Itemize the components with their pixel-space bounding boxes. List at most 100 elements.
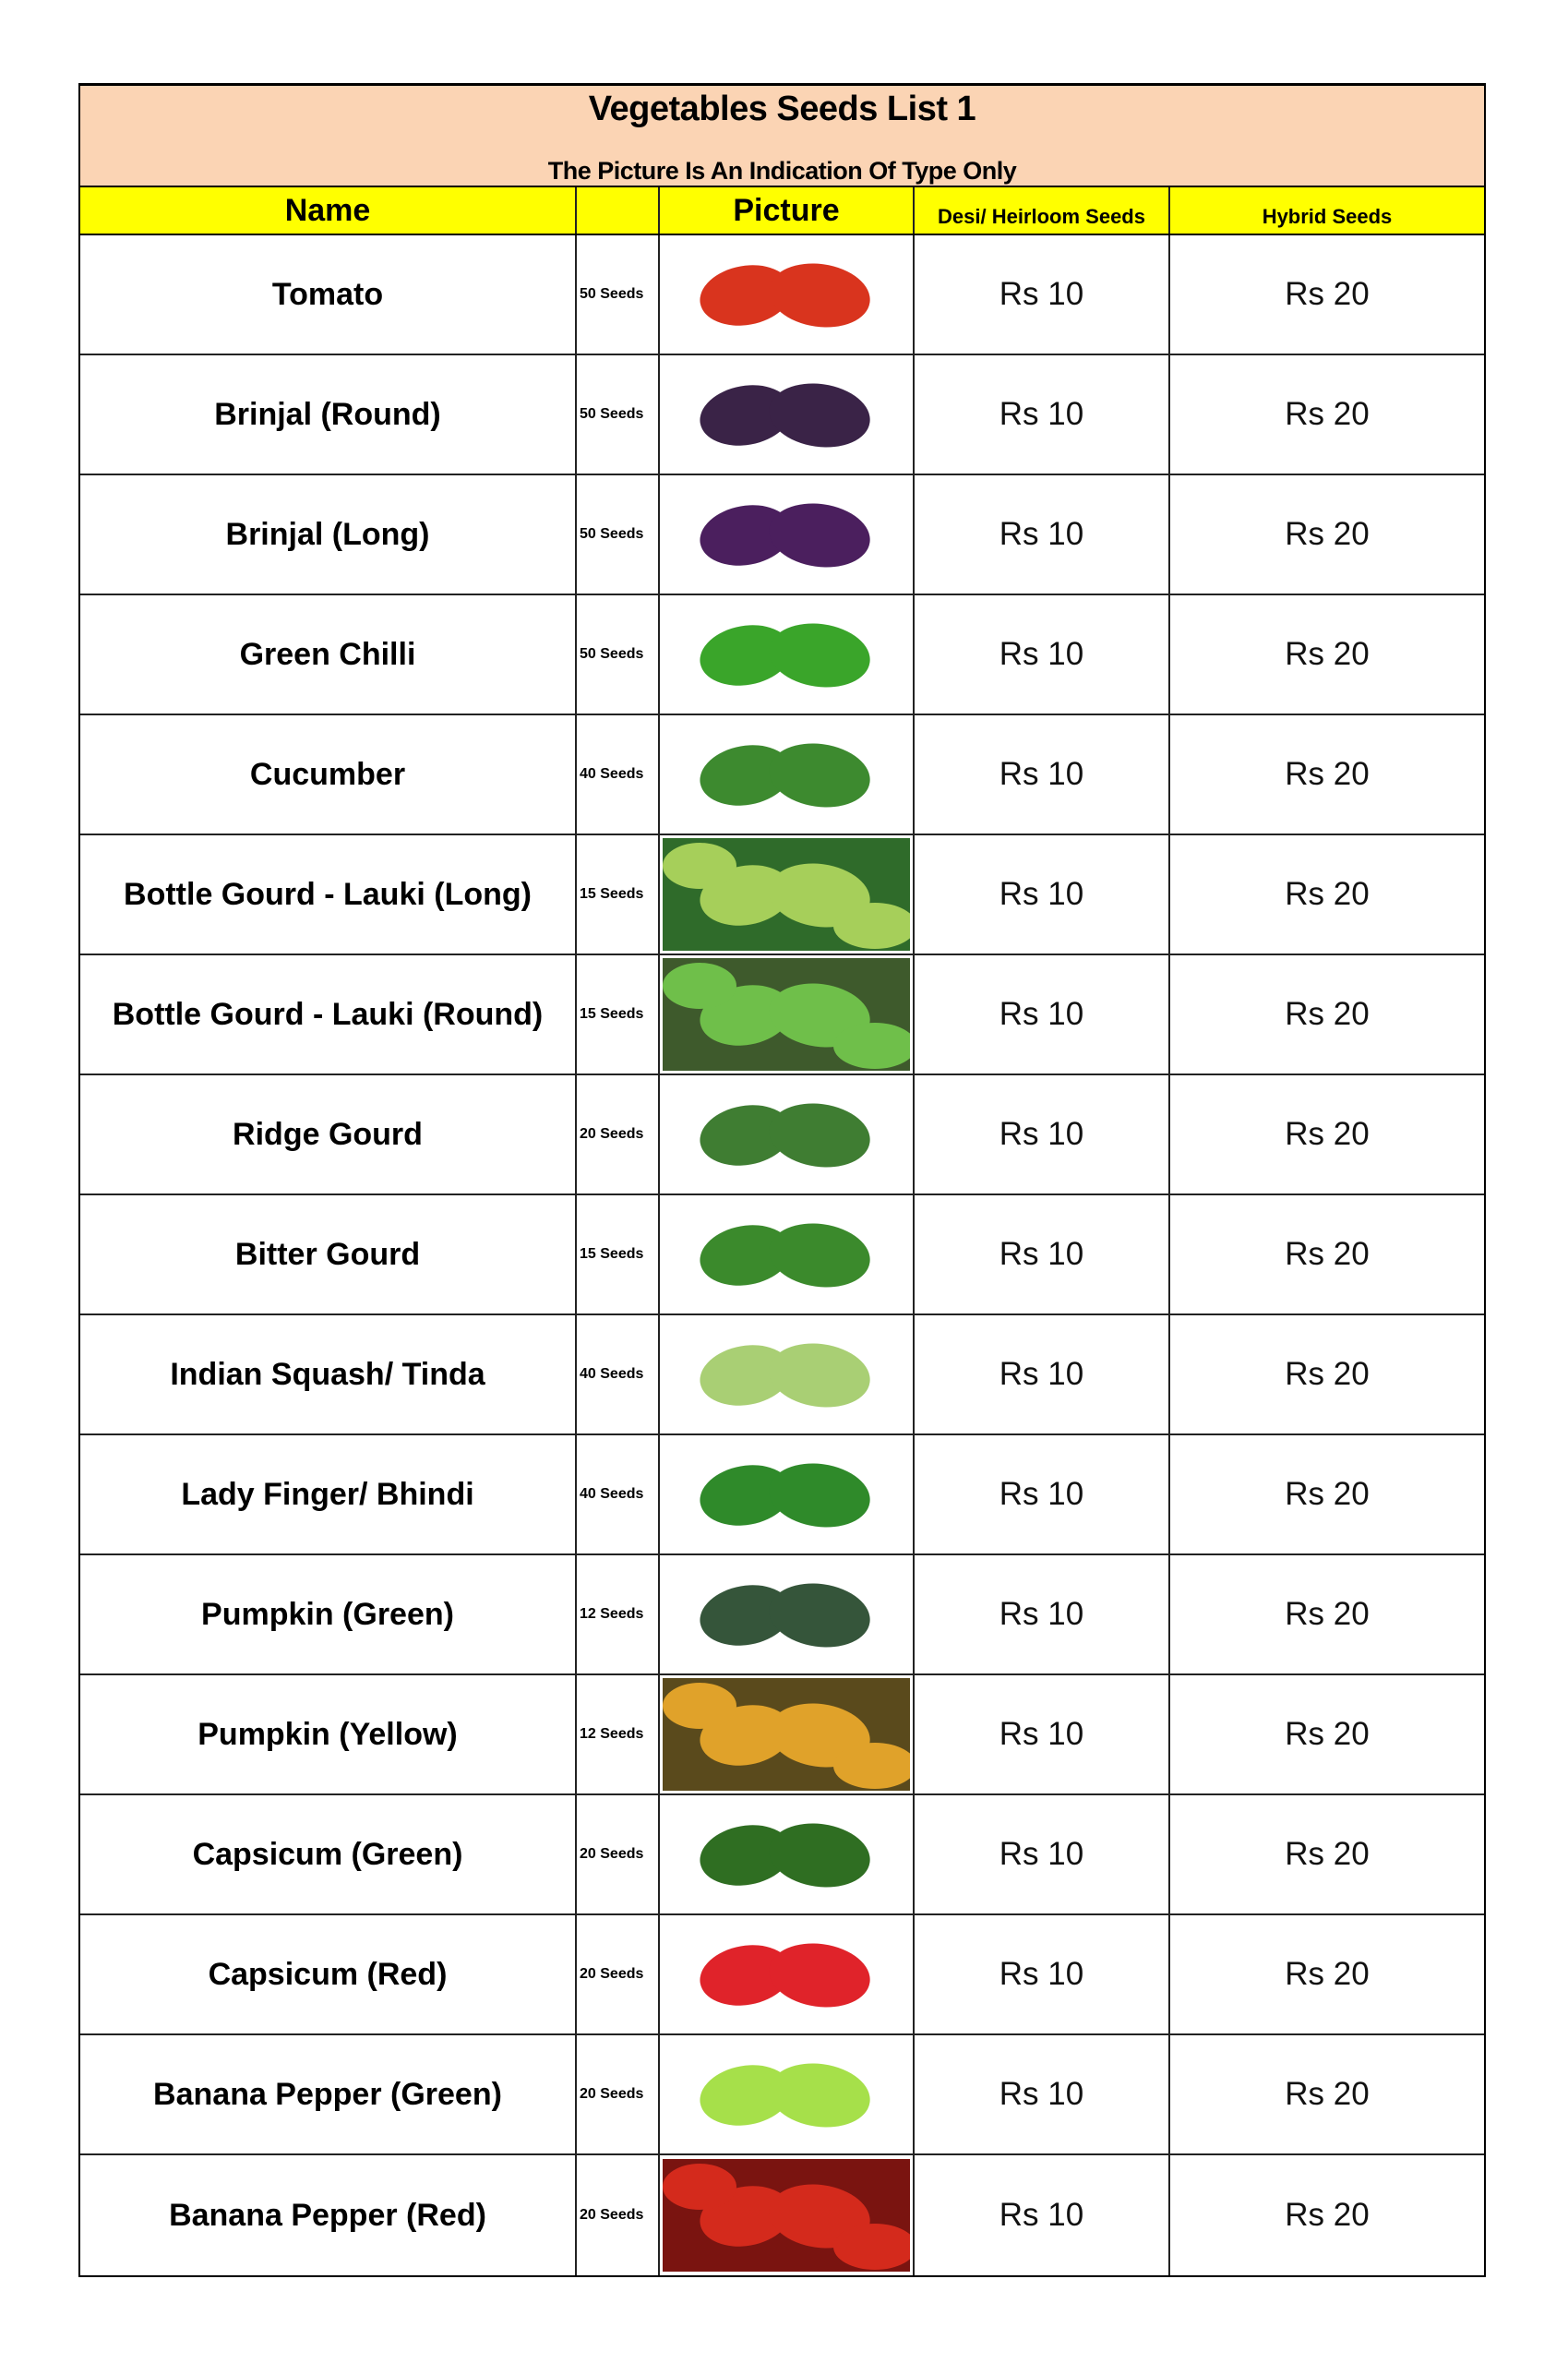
hybrid-price: Rs 20 xyxy=(1285,636,1370,672)
vegetable-name: Lady Finger/ Bhindi xyxy=(80,1435,577,1553)
vegetable-name: Brinjal (Round) xyxy=(80,355,577,474)
vegetable-picture xyxy=(660,1795,915,1913)
seed-count: 20 Seeds xyxy=(577,1915,660,2033)
seed-count: 15 Seeds xyxy=(577,955,660,1074)
desi-price: Rs 10 xyxy=(915,1555,1170,1673)
seed-count: 50 Seeds xyxy=(577,475,660,594)
round-brinjal-image xyxy=(663,358,910,471)
seed-count: 20 Seeds xyxy=(577,1795,660,1913)
hybrid-price: Rs 20 xyxy=(1285,996,1370,1032)
red-banana-pepper-image xyxy=(663,2159,910,2272)
hybrid-price: Rs 20 xyxy=(1285,1476,1370,1512)
green-banana-pepper-image xyxy=(663,2038,910,2151)
seed-count: 40 Seeds xyxy=(577,715,660,834)
desi-price: Rs 10 xyxy=(915,1675,1170,1793)
vegetable-name: Green Chilli xyxy=(80,595,577,714)
vegetable-name: Banana Pepper (Green) xyxy=(80,2035,577,2153)
red-capsicum-image xyxy=(663,1918,910,2031)
seed-count: 15 Seeds xyxy=(577,1195,660,1313)
header-picture: Picture xyxy=(660,187,915,234)
vegetable-picture xyxy=(660,835,915,954)
header-desi: Desi/ Heirloom Seeds xyxy=(915,187,1170,234)
table-row: Banana Pepper (Green) 20 Seeds Rs 10 Rs 20 xyxy=(80,2035,1484,2155)
table-row: Capsicum (Red) 20 Seeds Rs 10 Rs 20 xyxy=(80,1915,1484,2035)
hybrid-price: Rs 20 xyxy=(1285,756,1370,792)
vegetable-name: Bottle Gourd - Lauki (Long) xyxy=(80,835,577,954)
hybrid-price: Rs 20 xyxy=(1285,1716,1370,1752)
ridge-gourd-image xyxy=(663,1078,910,1191)
desi-price: Rs 10 xyxy=(915,1195,1170,1313)
vegetable-picture xyxy=(660,1195,915,1313)
round-bottle-gourd-image xyxy=(663,958,910,1071)
table-row: Capsicum (Green) 20 Seeds Rs 10 Rs 20 xyxy=(80,1795,1484,1915)
page-title: Vegetables Seeds List 1 xyxy=(588,90,976,128)
cucumber-image xyxy=(663,718,910,831)
vegetable-name: Cucumber xyxy=(80,715,577,834)
seed-count: 40 Seeds xyxy=(577,1435,660,1553)
vegetable-name: Indian Squash/ Tinda xyxy=(80,1315,577,1433)
vegetable-picture xyxy=(660,2155,915,2275)
table-row: Bitter Gourd 15 Seeds Rs 10 Rs 20 xyxy=(80,1195,1484,1315)
table-row: Brinjal (Long) 50 Seeds Rs 10 Rs 20 xyxy=(80,475,1484,595)
desi-price: Rs 10 xyxy=(915,1915,1170,2033)
hybrid-price: Rs 20 xyxy=(1285,396,1370,432)
hybrid-price: Rs 20 xyxy=(1285,1596,1370,1632)
desi-price: Rs 10 xyxy=(915,595,1170,714)
table-row: Indian Squash/ Tinda 40 Seeds Rs 10 Rs 20 xyxy=(80,1315,1484,1435)
vegetable-name: Brinjal (Long) xyxy=(80,475,577,594)
hybrid-price: Rs 20 xyxy=(1285,1956,1370,1992)
desi-price: Rs 10 xyxy=(915,1075,1170,1193)
desi-price: Rs 10 xyxy=(915,355,1170,474)
tinda-image xyxy=(663,1318,910,1431)
table-row: Lady Finger/ Bhindi 40 Seeds Rs 10 Rs 20 xyxy=(80,1435,1484,1555)
vegetable-picture xyxy=(660,715,915,834)
desi-price: Rs 10 xyxy=(915,835,1170,954)
desi-price: Rs 10 xyxy=(915,955,1170,1074)
seed-count: 12 Seeds xyxy=(577,1555,660,1673)
seed-count: 20 Seeds xyxy=(577,1075,660,1193)
seed-count: 50 Seeds xyxy=(577,235,660,354)
title-band: Vegetables Seeds List 1 The Picture Is A… xyxy=(80,86,1484,187)
vegetable-name: Banana Pepper (Red) xyxy=(80,2155,577,2275)
vegetable-name: Tomato xyxy=(80,235,577,354)
table-row: Bottle Gourd - Lauki (Round) 15 Seeds Rs 1… xyxy=(80,955,1484,1075)
table-row: Tomato 50 Seeds Rs 10 Rs 20 xyxy=(80,235,1484,355)
vegetable-picture xyxy=(660,355,915,474)
header-row: Name Picture Desi/ Heirloom Seeds Hybrid… xyxy=(80,187,1484,235)
vegetable-picture xyxy=(660,595,915,714)
table-row: Cucumber 40 Seeds Rs 10 Rs 20 xyxy=(80,715,1484,835)
table-body: Tomato 50 Seeds Rs 10 Rs 20 Brinjal (Round) 5… xyxy=(80,235,1484,2275)
seed-count: 50 Seeds xyxy=(577,355,660,474)
green-pumpkin-image xyxy=(663,1558,910,1671)
table-row: Bottle Gourd - Lauki (Long) 15 Seeds Rs 10… xyxy=(80,835,1484,955)
desi-price: Rs 10 xyxy=(915,715,1170,834)
desi-price: Rs 10 xyxy=(915,2035,1170,2153)
bitter-gourd-image xyxy=(663,1198,910,1311)
hybrid-price: Rs 20 xyxy=(1285,276,1370,312)
header-hybrid: Hybrid Seeds xyxy=(1262,205,1393,228)
vegetable-picture xyxy=(660,1075,915,1193)
hybrid-price: Rs 20 xyxy=(1285,2076,1370,2112)
long-brinjal-image xyxy=(663,478,910,591)
vegetable-picture xyxy=(660,1435,915,1553)
desi-price: Rs 10 xyxy=(915,475,1170,594)
seed-count: 12 Seeds xyxy=(577,1675,660,1793)
vegetable-name: Capsicum (Green) xyxy=(80,1795,577,1913)
vegetable-name: Pumpkin (Yellow) xyxy=(80,1675,577,1793)
desi-price: Rs 10 xyxy=(915,1315,1170,1433)
table-row: Green Chilli 50 Seeds Rs 10 Rs 20 xyxy=(80,595,1484,715)
hybrid-price: Rs 20 xyxy=(1285,1356,1370,1392)
seed-count: 40 Seeds xyxy=(577,1315,660,1433)
vegetable-picture xyxy=(660,2035,915,2153)
hybrid-price: Rs 20 xyxy=(1285,1116,1370,1152)
seed-count: 50 Seeds xyxy=(577,595,660,714)
seed-count: 20 Seeds xyxy=(577,2035,660,2153)
seed-count: 15 Seeds xyxy=(577,835,660,954)
vegetable-picture xyxy=(660,1915,915,2033)
hybrid-price: Rs 20 xyxy=(1285,876,1370,912)
hybrid-price: Rs 20 xyxy=(1285,1836,1370,1872)
tomato-image xyxy=(663,238,910,351)
yellow-pumpkin-image xyxy=(663,1678,910,1791)
vegetable-picture xyxy=(660,235,915,354)
subtitle: The Picture Is An Indication Of Type Onl… xyxy=(547,157,1017,185)
